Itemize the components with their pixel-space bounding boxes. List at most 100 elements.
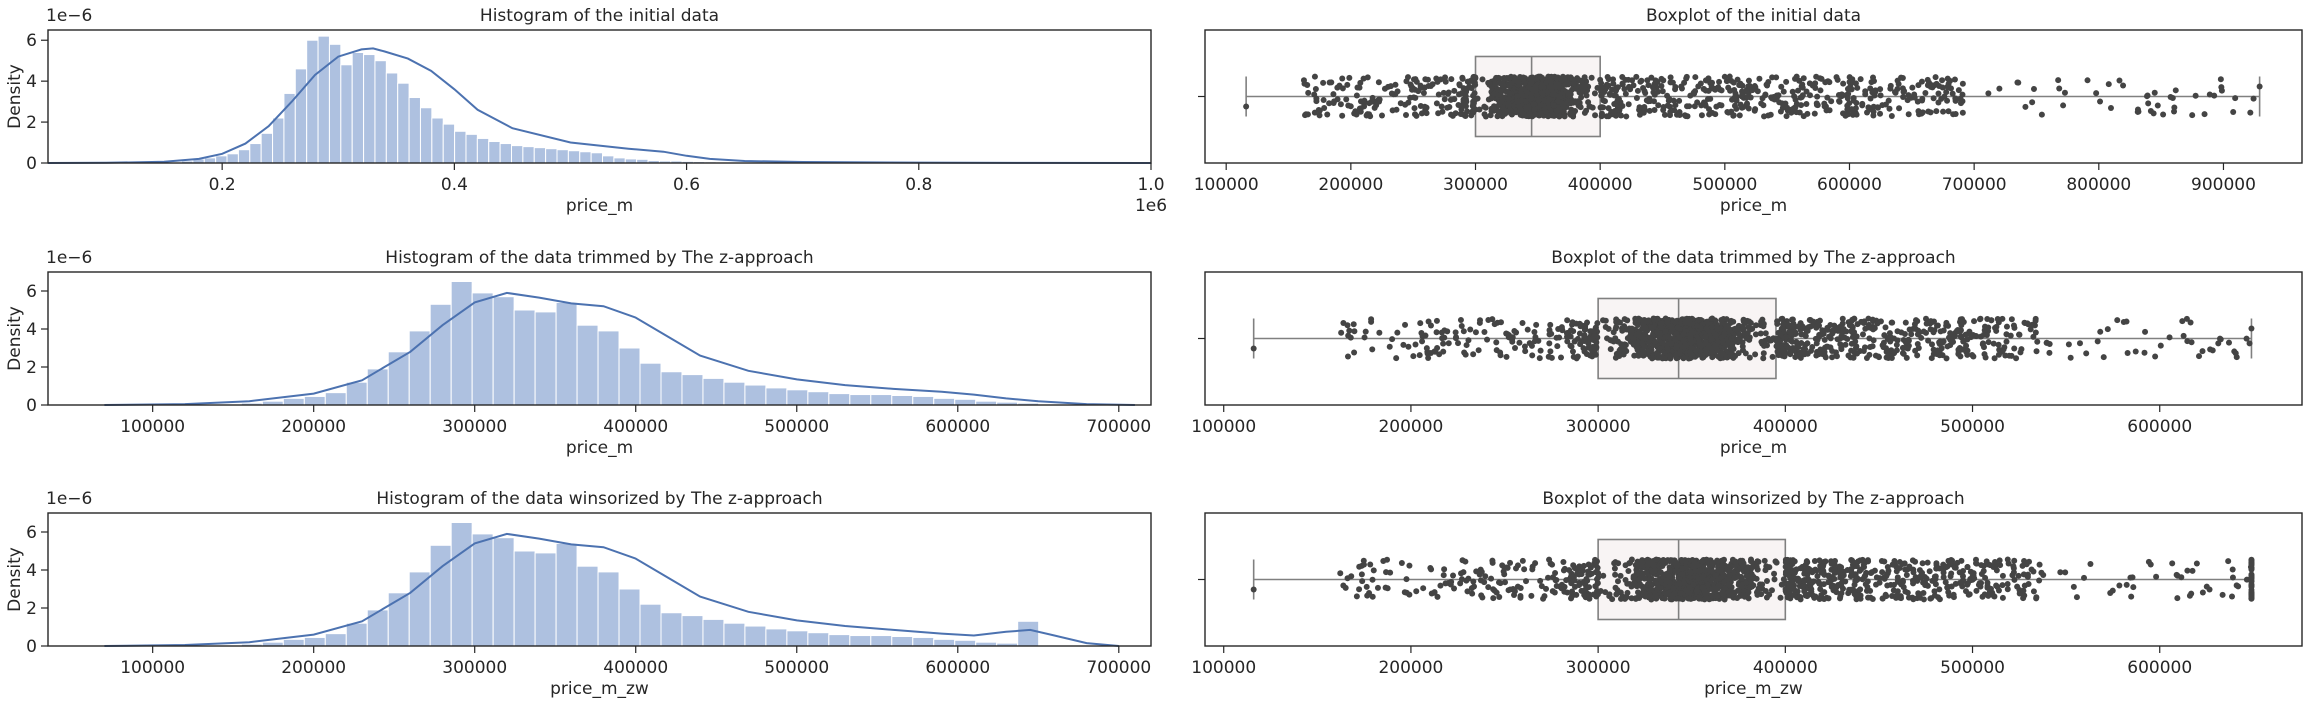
strip-point: [1605, 113, 1612, 120]
strip-point: [1641, 88, 1648, 95]
strip-point: [1990, 592, 1997, 599]
strip-point: [1691, 557, 1698, 564]
strip-point: [1320, 97, 1327, 104]
strip-point: [1928, 341, 1935, 348]
strip-point: [1961, 337, 1968, 344]
x-tick-label: 600000: [2127, 658, 2192, 678]
strip-point: [1344, 353, 1351, 360]
strip-point: [1964, 351, 1971, 358]
histogram-bar: [294, 68, 308, 164]
strip-point: [2033, 348, 2040, 355]
strip-point: [1437, 582, 1444, 589]
strip-point: [2008, 352, 2015, 359]
strip-point: [1516, 339, 1523, 346]
strip-point: [1764, 578, 1771, 585]
strip-point: [2151, 89, 2158, 96]
x-axis-label: price_m: [566, 438, 633, 458]
strip-point: [1797, 326, 1804, 333]
strip-point: [1864, 557, 1871, 564]
histogram-bar: [660, 612, 683, 647]
histogram-bar: [454, 130, 467, 164]
strip-point: [1589, 343, 1596, 350]
strip-point: [1636, 582, 1643, 589]
strip-point: [1883, 348, 1890, 355]
strip-point: [1887, 85, 1894, 92]
strip-point: [1602, 589, 1609, 596]
strip-point: [1850, 354, 1857, 361]
strip-point: [1853, 99, 1860, 106]
strip-point: [1830, 587, 1837, 594]
strip-point: [1836, 563, 1843, 570]
strip-point: [1964, 564, 1971, 571]
strip-point: [1376, 96, 1383, 103]
strip-point: [1824, 343, 1831, 350]
strip-point: [1653, 586, 1660, 593]
strip-point: [1681, 112, 1688, 119]
histogram-bar: [954, 398, 977, 406]
strip-point: [1311, 91, 1318, 98]
strip-point: [1712, 111, 1719, 118]
strip-point: [1678, 85, 1685, 92]
strip-point: [1786, 588, 1793, 595]
strip-point: [1890, 587, 1897, 594]
strip-point: [1672, 83, 1679, 90]
strip-point: [1890, 350, 1897, 357]
strip-point: [2196, 353, 2203, 360]
strip-point: [1553, 81, 1560, 88]
strip-point: [1600, 572, 1607, 579]
strip-point: [1628, 556, 1635, 563]
strip-point: [2184, 567, 2191, 574]
strip-point: [1591, 327, 1598, 334]
panel-title: Histogram of the data trimmed by The z-a…: [385, 248, 813, 268]
strip-point: [1783, 78, 1790, 85]
strip-point: [1894, 328, 1901, 335]
strip-point: [1472, 75, 1479, 82]
strip-point: [1880, 574, 1887, 581]
histogram-bar: [723, 622, 746, 647]
strip-point: [1917, 574, 1924, 581]
strip-point: [1929, 577, 1936, 584]
strip-point: [1864, 578, 1871, 585]
strip-point: [2116, 77, 2123, 84]
strip-point: [1659, 557, 1666, 564]
strip-point: [1945, 108, 1952, 115]
strip-point: [1490, 90, 1497, 97]
strip-point: [2104, 326, 2111, 333]
y-offset-label: 1e−6: [46, 248, 92, 268]
strip-point: [1470, 578, 1477, 585]
histogram-bar: [534, 311, 557, 406]
strip-point: [1704, 557, 1711, 564]
strip-point: [1910, 580, 1917, 587]
strip-point: [1595, 570, 1602, 577]
strip-point: [1462, 113, 1469, 120]
strip-point: [2225, 558, 2232, 565]
strip-point: [1787, 563, 1794, 570]
strip-point: [1944, 343, 1951, 350]
strip-point: [1692, 74, 1699, 81]
strip-point: [1625, 101, 1632, 108]
strip-point: [2028, 566, 2035, 573]
strip-point: [1670, 97, 1677, 104]
histogram-bar: [385, 72, 399, 164]
strip-point: [1592, 556, 1599, 563]
strip-point: [1801, 588, 1808, 595]
strip-point: [1905, 111, 1912, 118]
strip-point: [1302, 111, 1309, 118]
strip-point: [1828, 560, 1835, 567]
strip-point: [1378, 112, 1385, 119]
strip-point: [1672, 559, 1679, 566]
strip-point: [1506, 82, 1513, 89]
strip-point: [1444, 104, 1451, 111]
strip-point: [1422, 332, 1429, 339]
strip-point: [1342, 584, 1349, 591]
strip-point: [2174, 595, 2181, 602]
y-tick-label: 2: [26, 358, 37, 378]
strip-point: [1463, 342, 1470, 349]
strip-point: [1594, 320, 1601, 327]
strip-point: [1360, 100, 1367, 107]
strip-point: [1765, 78, 1772, 85]
y-tick-label: 4: [26, 561, 37, 581]
strip-point: [1971, 575, 1978, 582]
strip-point: [1397, 100, 1404, 107]
strip-point: [1320, 79, 1327, 86]
